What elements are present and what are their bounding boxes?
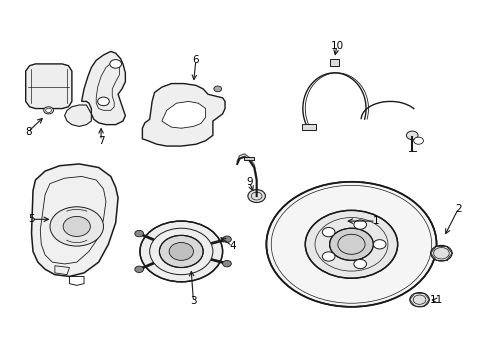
Circle shape: [322, 228, 334, 237]
Circle shape: [140, 221, 222, 282]
Circle shape: [406, 131, 417, 140]
Circle shape: [222, 260, 231, 267]
Circle shape: [409, 293, 428, 307]
Text: 8: 8: [25, 127, 31, 137]
Polygon shape: [64, 105, 91, 126]
Text: 10: 10: [330, 41, 343, 51]
Circle shape: [63, 216, 90, 237]
Circle shape: [50, 207, 103, 246]
Polygon shape: [26, 64, 72, 109]
Circle shape: [159, 235, 203, 267]
Polygon shape: [31, 164, 118, 276]
Circle shape: [353, 259, 366, 269]
Circle shape: [413, 137, 423, 144]
Circle shape: [98, 97, 109, 106]
Polygon shape: [301, 123, 316, 130]
Polygon shape: [244, 157, 254, 160]
Polygon shape: [142, 84, 224, 146]
Circle shape: [430, 246, 451, 261]
Circle shape: [322, 252, 334, 261]
Text: 11: 11: [429, 296, 442, 305]
Text: 9: 9: [245, 177, 252, 187]
Circle shape: [305, 210, 397, 278]
Circle shape: [329, 228, 372, 260]
Circle shape: [353, 220, 366, 229]
Text: 3: 3: [190, 296, 196, 306]
Polygon shape: [162, 102, 205, 128]
Polygon shape: [81, 51, 125, 125]
Text: 6: 6: [192, 55, 199, 65]
Circle shape: [135, 266, 143, 273]
Circle shape: [169, 243, 193, 260]
Text: 1: 1: [372, 216, 378, 226]
Circle shape: [43, 107, 53, 114]
Text: 2: 2: [454, 203, 461, 213]
Text: 5: 5: [28, 214, 35, 224]
Circle shape: [110, 60, 121, 68]
Circle shape: [222, 236, 231, 242]
Text: 4: 4: [228, 241, 235, 251]
Circle shape: [135, 230, 143, 237]
Text: 7: 7: [98, 136, 104, 146]
Circle shape: [213, 86, 221, 92]
Polygon shape: [329, 59, 339, 66]
Circle shape: [266, 182, 436, 307]
Circle shape: [372, 240, 385, 249]
Circle shape: [247, 190, 265, 203]
